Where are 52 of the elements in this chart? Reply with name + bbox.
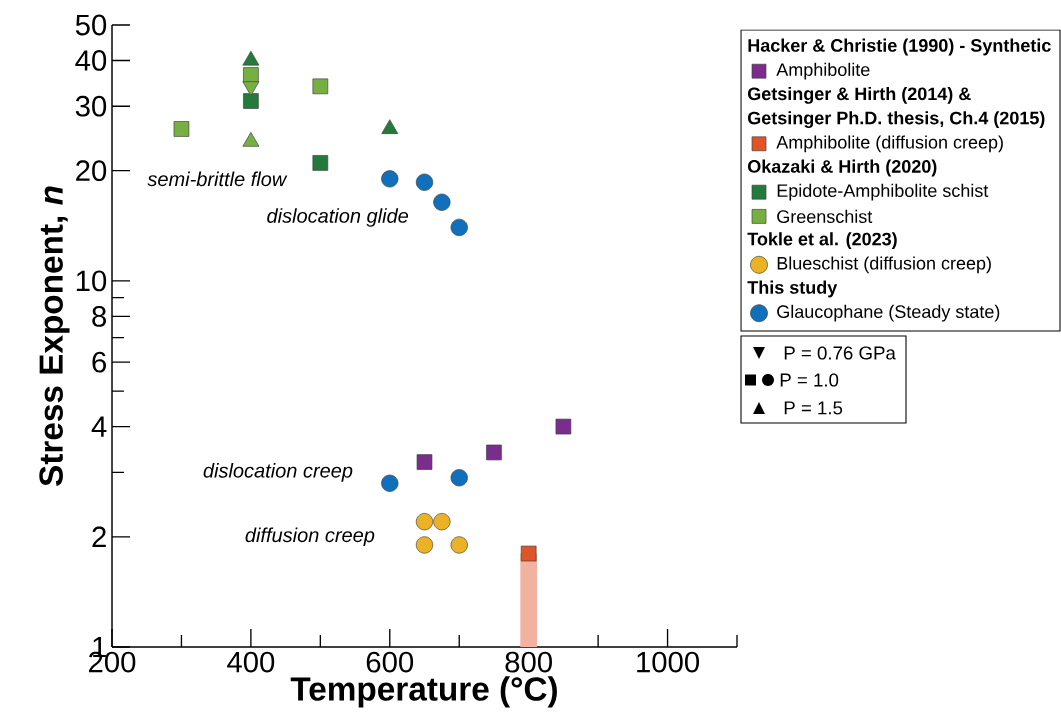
text: P = 0.76 GPa <box>784 346 896 360</box>
x-tick-label: 1000 <box>637 651 700 673</box>
point <box>173 121 190 137</box>
x-tick-label: 600 <box>366 651 414 673</box>
y-tick-label: 10 <box>76 270 107 292</box>
legend-label: Epidote-Amphibolite schist <box>777 183 989 201</box>
y-tick-label: 6 <box>92 351 107 373</box>
y-axis-title: Stress Exponent, n <box>39 186 70 486</box>
point <box>312 78 329 95</box>
y-tick-label: 30 <box>75 95 107 117</box>
point <box>433 513 451 531</box>
text: This study <box>747 280 838 298</box>
point <box>415 513 434 531</box>
annotation: dislocation creep <box>203 463 353 482</box>
point <box>486 444 502 461</box>
legend-label: Glaucophane (Steady state) <box>777 304 1000 322</box>
text: Okazaki & Hirth (2020) <box>748 159 937 177</box>
point <box>416 454 433 470</box>
y-tick-label: 8 <box>92 305 107 327</box>
y-tick-label: 20 <box>76 160 107 182</box>
y-tick-label: 2 <box>92 526 106 548</box>
point <box>450 536 468 554</box>
annotation: diffusion creep <box>245 527 375 547</box>
x-tick-label: 400 <box>227 651 275 673</box>
point <box>312 155 329 171</box>
annotation: dislocation glide <box>267 208 409 227</box>
annotation: semi-brittle flow <box>147 171 288 187</box>
x-axis-title: Temperature (°C) <box>290 676 557 708</box>
legend-label: Amphibolite (diffusion creep) <box>776 135 1003 153</box>
text: Getsinger & Hirth (2014) & <box>748 86 971 104</box>
text: P = 1.5 <box>784 401 843 415</box>
point <box>243 93 259 109</box>
point <box>381 170 399 188</box>
y-tick-label: 4 <box>91 416 107 437</box>
text: Tokle et al. (2023) <box>747 232 897 249</box>
x-tick-label: 800 <box>505 651 552 673</box>
text: Getsinger Ph.D. thesis, Ch.4 (2015) <box>748 111 1045 129</box>
legend-label: Greenschist <box>777 209 873 223</box>
point <box>450 218 468 237</box>
point <box>450 469 468 487</box>
y-tick-label: 50 <box>75 14 107 36</box>
legend-label: Blueschist (diffusion creep) <box>777 256 991 274</box>
point <box>415 536 434 554</box>
legend-label: Amphibolite <box>776 62 870 80</box>
point <box>433 193 451 211</box>
text: Hacker & Christie (1990) - Synthetic <box>748 38 1051 56</box>
point <box>520 545 537 562</box>
point <box>555 418 572 435</box>
y-tick-label: 40 <box>75 50 107 71</box>
point <box>381 474 399 492</box>
point <box>415 173 434 191</box>
text: P = 1.0 <box>780 373 839 387</box>
